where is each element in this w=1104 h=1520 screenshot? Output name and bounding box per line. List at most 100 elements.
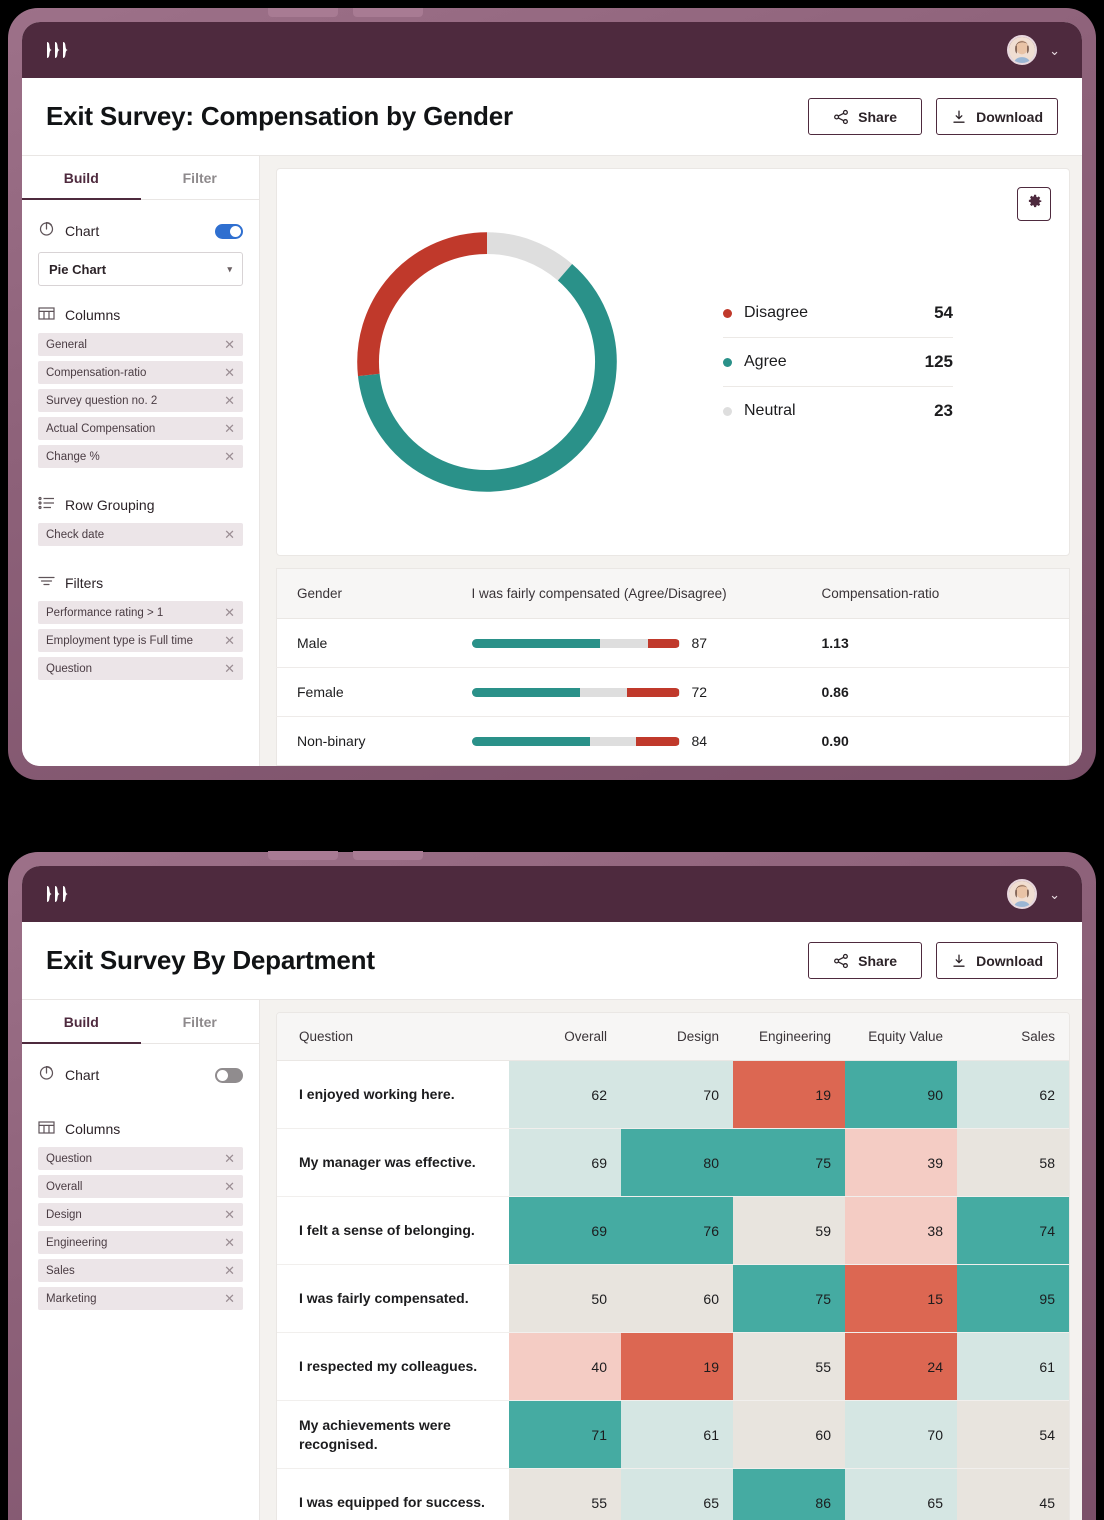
heatmap-cell[interactable]: 65 xyxy=(845,1468,957,1520)
heatmap-cell[interactable]: 38 xyxy=(845,1196,957,1265)
chip-item[interactable]: Overall ✕ xyxy=(38,1175,243,1198)
close-icon[interactable]: ✕ xyxy=(224,421,235,436)
heatmap-cell[interactable]: 19 xyxy=(621,1332,733,1401)
chip-item[interactable]: Performance rating > 1 ✕ xyxy=(38,601,243,624)
chart-type-select[interactable]: Pie Chart ▾ xyxy=(38,252,243,286)
cell-question: I felt a sense of belonging. xyxy=(277,1196,509,1265)
table-row[interactable]: Non-binary 84 0.90 xyxy=(277,717,1070,766)
download-button[interactable]: Download xyxy=(936,98,1058,135)
donut-slice[interactable] xyxy=(486,232,573,281)
heatmap-cell[interactable]: 55 xyxy=(509,1468,621,1520)
heatmap-cell[interactable]: 58 xyxy=(957,1128,1069,1197)
heatmap-cell[interactable]: 15 xyxy=(845,1264,957,1333)
chevron-down-icon[interactable]: ⌄ xyxy=(1049,886,1060,902)
close-icon[interactable]: ✕ xyxy=(224,1151,235,1166)
heatmap-cell[interactable]: 61 xyxy=(621,1400,733,1469)
chevron-down-icon[interactable]: ⌄ xyxy=(1049,42,1060,58)
close-icon[interactable]: ✕ xyxy=(224,527,235,542)
heatmap-cell[interactable]: 59 xyxy=(733,1196,845,1265)
heatmap-cell[interactable]: 60 xyxy=(733,1400,845,1469)
table-row[interactable]: I was fairly compensated. 50 60 75 15 95 xyxy=(277,1264,1069,1333)
table-row[interactable]: My achievements were recognised. 71 61 60 70… xyxy=(277,1400,1069,1469)
heatmap-cell[interactable]: 90 xyxy=(845,1060,957,1129)
close-icon[interactable]: ✕ xyxy=(224,1207,235,1222)
close-icon[interactable]: ✕ xyxy=(224,1235,235,1250)
heatmap-cell[interactable]: 24 xyxy=(845,1332,957,1401)
heatmap-cell[interactable]: 54 xyxy=(957,1400,1069,1469)
heatmap-cell[interactable]: 75 xyxy=(733,1264,845,1333)
heatmap-cell[interactable]: 80 xyxy=(621,1128,733,1197)
heatmap-cell[interactable]: 71 xyxy=(509,1400,621,1469)
chip-item[interactable]: Marketing ✕ xyxy=(38,1287,243,1310)
tab-filter[interactable]: Filter xyxy=(182,1014,217,1030)
chip-item[interactable]: Check date ✕ xyxy=(38,523,243,546)
tab-filter[interactable]: Filter xyxy=(182,170,217,186)
heatmap-cell[interactable]: 65 xyxy=(621,1468,733,1520)
tab-build[interactable]: Build xyxy=(22,1000,141,1044)
heatmap-cell[interactable]: 95 xyxy=(957,1264,1069,1333)
close-icon[interactable]: ✕ xyxy=(224,1263,235,1278)
heatmap-cell[interactable]: 40 xyxy=(509,1332,621,1401)
chip-item[interactable]: Sales ✕ xyxy=(38,1259,243,1282)
chip-item[interactable]: General ✕ xyxy=(38,333,243,356)
bar-value: 72 xyxy=(691,684,708,700)
close-icon[interactable]: ✕ xyxy=(224,449,235,464)
chart-toggle-switch[interactable] xyxy=(215,1067,243,1083)
heatmap-cell[interactable]: 50 xyxy=(509,1264,621,1333)
legend-item[interactable]: Agree 125 xyxy=(723,338,953,387)
heatmap-cell[interactable]: 39 xyxy=(845,1128,957,1197)
legend-item[interactable]: Neutral 23 xyxy=(723,387,953,435)
chip-item[interactable]: Engineering ✕ xyxy=(38,1231,243,1254)
avatar[interactable] xyxy=(1007,879,1038,909)
device-nub xyxy=(353,851,423,860)
heatmap-cell[interactable]: 76 xyxy=(621,1196,733,1265)
table-row[interactable]: Female 72 0.86 xyxy=(276,667,1070,717)
tab-build[interactable]: Build xyxy=(22,156,141,200)
avatar[interactable] xyxy=(1007,35,1038,65)
chip-item[interactable]: Change % ✕ xyxy=(38,445,243,468)
chip-item[interactable]: Question ✕ xyxy=(38,1147,243,1170)
donut-slice[interactable] xyxy=(357,232,488,377)
heatmap-cell[interactable]: 61 xyxy=(957,1332,1069,1401)
close-icon[interactable]: ✕ xyxy=(224,605,235,620)
table-row[interactable]: I enjoyed working here. 62 70 19 90 62 xyxy=(277,1060,1069,1129)
close-icon[interactable]: ✕ xyxy=(224,1179,235,1194)
heatmap-cell[interactable]: 70 xyxy=(845,1400,957,1469)
share-button[interactable]: Share xyxy=(808,942,923,979)
share-button[interactable]: Share xyxy=(808,98,923,135)
table-row[interactable]: I felt a sense of belonging. 69 76 59 38 74 xyxy=(277,1196,1069,1265)
table-row[interactable]: I was equipped for success. 55 65 86 65 45 xyxy=(277,1468,1069,1520)
close-icon[interactable]: ✕ xyxy=(224,393,235,408)
heatmap-cell[interactable]: 55 xyxy=(733,1332,845,1401)
close-icon[interactable]: ✕ xyxy=(224,633,235,648)
close-icon[interactable]: ✕ xyxy=(224,1291,235,1306)
heatmap-cell[interactable]: 70 xyxy=(621,1060,733,1129)
chip-item[interactable]: Survey question no. 2 ✕ xyxy=(38,389,243,412)
chip-item[interactable]: Employment type is Full time ✕ xyxy=(38,629,243,652)
heatmap-cell[interactable]: 69 xyxy=(509,1128,621,1197)
chip-item[interactable]: Design ✕ xyxy=(38,1203,243,1226)
heatmap-cell[interactable]: 74 xyxy=(957,1196,1069,1265)
heatmap-cell[interactable]: 60 xyxy=(621,1264,733,1333)
donut-slice[interactable] xyxy=(357,264,617,492)
download-button[interactable]: Download xyxy=(936,942,1058,979)
table-row[interactable]: I respected my colleagues. 40 19 55 24 61 xyxy=(277,1332,1069,1401)
heatmap-cell[interactable]: 62 xyxy=(509,1060,621,1129)
table-row[interactable]: My manager was effective. 69 80 75 39 58 xyxy=(277,1128,1069,1197)
heatmap-cell[interactable]: 62 xyxy=(957,1060,1069,1129)
chip-item[interactable]: Compensation-ratio ✕ xyxy=(38,361,243,384)
chart-toggle-switch[interactable] xyxy=(215,223,243,239)
heatmap-cell[interactable]: 69 xyxy=(509,1196,621,1265)
close-icon[interactable]: ✕ xyxy=(224,337,235,352)
heatmap-cell[interactable]: 19 xyxy=(733,1060,845,1129)
close-icon[interactable]: ✕ xyxy=(224,661,235,676)
table-row[interactable]: Male 87 1.13 xyxy=(276,618,1070,668)
heatmap-cell[interactable]: 86 xyxy=(733,1468,845,1520)
chip-item[interactable]: Actual Compensation ✕ xyxy=(38,417,243,440)
legend-item[interactable]: Disagree 54 xyxy=(723,289,953,338)
chart-settings-button[interactable] xyxy=(1017,187,1051,221)
heatmap-cell[interactable]: 45 xyxy=(957,1468,1069,1520)
heatmap-cell[interactable]: 75 xyxy=(733,1128,845,1197)
chip-item[interactable]: Question ✕ xyxy=(38,657,243,680)
close-icon[interactable]: ✕ xyxy=(224,365,235,380)
